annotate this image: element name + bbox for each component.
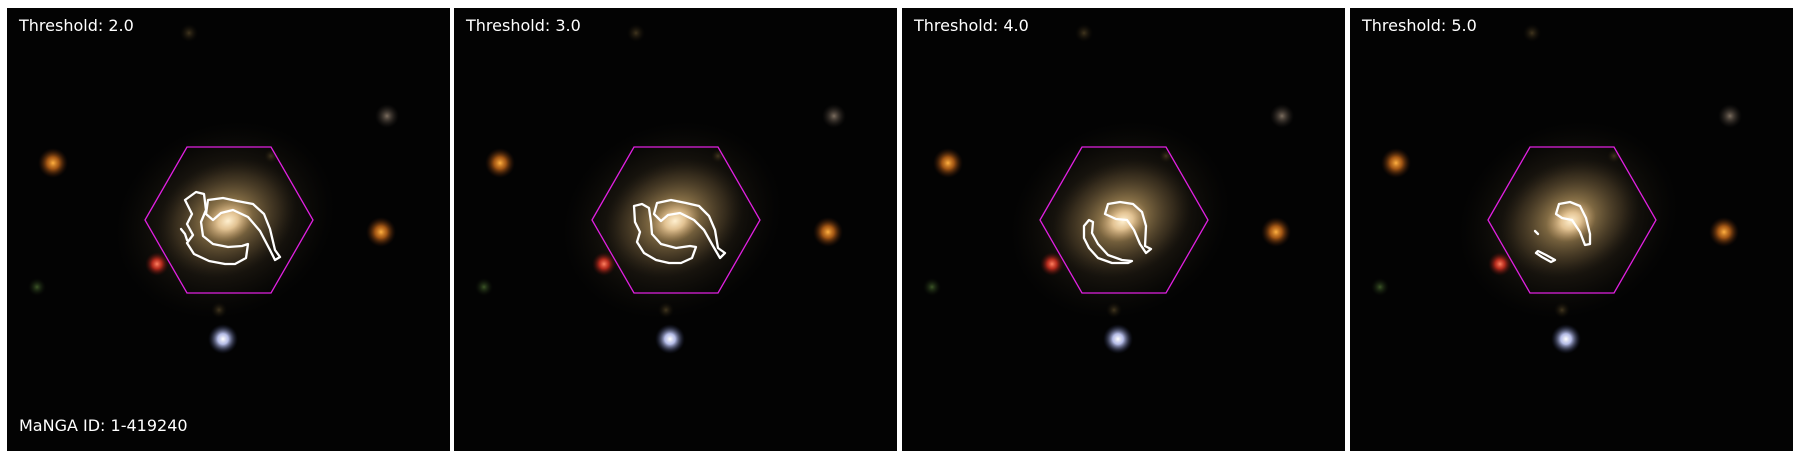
contour-arc-inner (632, 202, 698, 265)
sky-background (902, 8, 1345, 451)
contour-arc-outer (1554, 200, 1592, 247)
contour-lines (179, 190, 282, 266)
ifu-hexagon (144, 146, 314, 294)
panel-title: Threshold: 2.0 (19, 16, 134, 35)
sky-background (1350, 8, 1793, 451)
galaxy-image (1350, 8, 1793, 451)
panel-threshold-5: Threshold: 5.0 (1350, 8, 1793, 451)
ifu-hexagon (591, 146, 761, 294)
contour-lines (1533, 200, 1592, 264)
panel-title: Threshold: 5.0 (1362, 16, 1477, 35)
galaxy-image (7, 8, 450, 451)
contour-fragment (179, 227, 189, 242)
contour-arc-outer (1103, 200, 1153, 255)
contour-fragment (1533, 229, 1540, 236)
ifu-hexagon (1487, 146, 1657, 294)
ifu-hexagon (1039, 146, 1209, 294)
panel-threshold-2: Threshold: 2.0 MaNGA ID: 1-419240 (7, 8, 450, 451)
panel-threshold-4: Threshold: 4.0 (902, 8, 1345, 451)
manga-id-label: MaNGA ID: 1-419240 (19, 416, 188, 435)
contour-arc-inner (1082, 218, 1134, 265)
panel-title: Threshold: 3.0 (466, 16, 581, 35)
sky-background (454, 8, 897, 451)
contour-arc-outer (652, 198, 727, 260)
contour-lines (632, 198, 727, 265)
contour-arc-outer (204, 196, 282, 262)
contour-fragment (1534, 249, 1557, 264)
galaxy-image (902, 8, 1345, 451)
galaxy-image (454, 8, 897, 451)
sky-background (7, 8, 450, 451)
contour-arc-inner (183, 190, 250, 266)
panel-threshold-3: Threshold: 3.0 (454, 8, 897, 451)
contour-lines (1082, 200, 1153, 265)
panel-title: Threshold: 4.0 (914, 16, 1029, 35)
